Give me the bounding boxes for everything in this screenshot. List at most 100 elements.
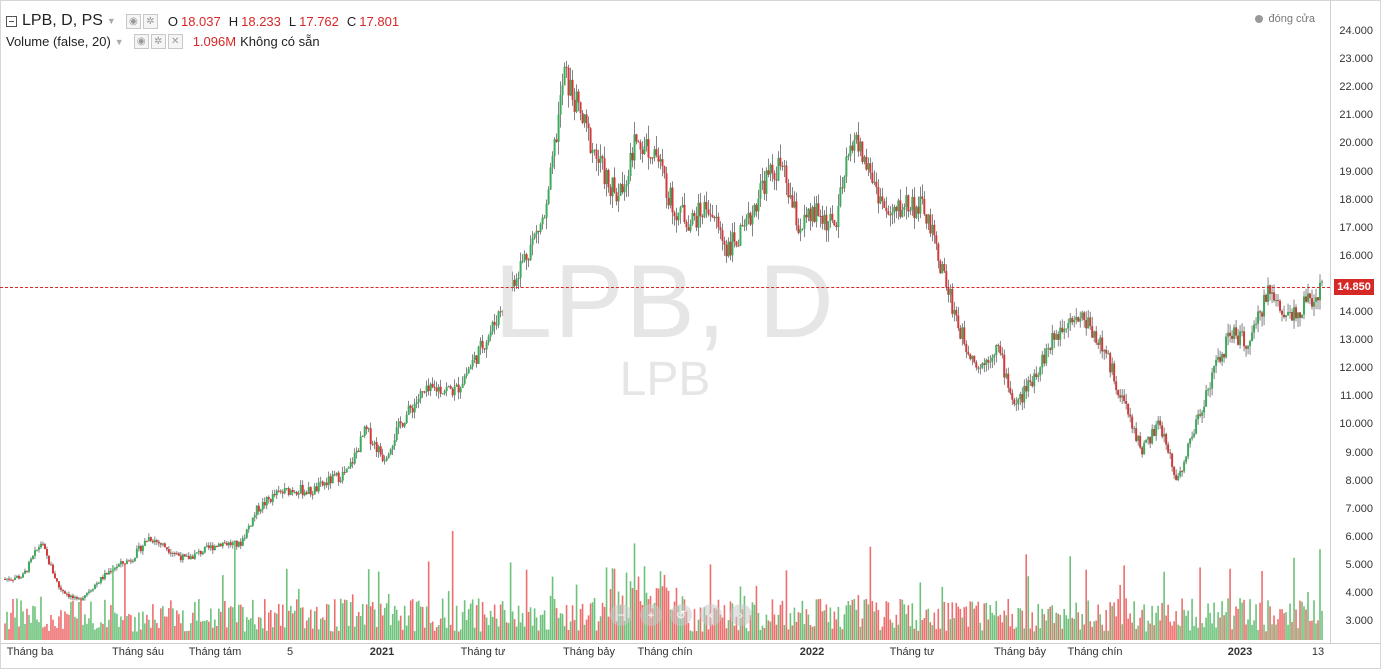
volume-bar [495, 618, 498, 640]
candle-body [361, 435, 364, 437]
volume-bar [1039, 628, 1042, 640]
volume-bar [871, 601, 874, 640]
scroll-right-icon[interactable]: › [730, 604, 752, 626]
chevron-down-icon[interactable]: ▼ [106, 16, 116, 26]
volume-bar [399, 615, 402, 640]
reset-icon[interactable]: ↺ [670, 604, 692, 626]
volume-bar [457, 631, 460, 640]
volume-bar [1025, 554, 1028, 640]
volume-bar [863, 599, 866, 640]
candle-body [653, 149, 656, 158]
volume-bar [154, 619, 156, 640]
volume-bar [887, 602, 890, 640]
candle-body [203, 546, 206, 553]
volume-bar [691, 631, 694, 640]
candle-body [443, 391, 446, 394]
candle-body [807, 208, 810, 218]
scroll-left-icon[interactable]: ‹ [700, 604, 722, 626]
candle-body [425, 385, 428, 392]
candle-body [1039, 367, 1042, 376]
volume-bar [357, 612, 360, 640]
candle-body [857, 134, 860, 152]
volume-bar [607, 616, 610, 640]
gear-icon[interactable]: ✲ [150, 34, 166, 49]
candle-body [1261, 312, 1264, 317]
volume-bar [1299, 600, 1301, 640]
candle-body [451, 388, 454, 396]
volume-bar [1227, 598, 1229, 640]
candle-body [375, 442, 378, 453]
zoom-out-icon[interactable]: − [610, 604, 632, 626]
volume-bar [553, 599, 556, 640]
volume-bar [1289, 603, 1291, 640]
candle-body [325, 482, 328, 486]
candle-body [573, 99, 576, 112]
volume-bar [1205, 617, 1207, 640]
volume-bar [557, 617, 560, 640]
volume-bar [423, 627, 426, 640]
volume-bar [867, 604, 870, 640]
volume-bar [835, 619, 838, 640]
volume-bar [74, 616, 76, 640]
price-axis-line [1330, 0, 1331, 643]
candle-body [337, 472, 340, 482]
volume-bar [333, 599, 336, 640]
gear-icon[interactable]: ✲ [142, 13, 158, 29]
volume-bar [1225, 612, 1227, 640]
volume-bar [1015, 627, 1018, 640]
volume-bar [220, 611, 222, 640]
candle-body [791, 195, 794, 208]
eye-icon[interactable]: ◉ [133, 34, 149, 49]
volume-bar [511, 611, 514, 640]
candle-body [435, 387, 438, 392]
market-status-text: đóng cửa [1268, 13, 1315, 25]
close-icon[interactable]: ✕ [167, 34, 183, 49]
candle-body [649, 157, 652, 159]
candle-body [505, 293, 508, 298]
time-tick-label: 2022 [799, 646, 825, 658]
candle-body [329, 476, 332, 484]
candle-body [1257, 311, 1260, 324]
candle-body [1047, 348, 1050, 350]
candle-body [761, 180, 764, 184]
candle-body [967, 352, 970, 355]
price-chart[interactable] [0, 0, 1330, 643]
volume-bar [172, 608, 174, 640]
candle-body [1201, 412, 1204, 416]
candle-body [1229, 332, 1232, 336]
candle-body [595, 149, 598, 159]
volume-bar [1209, 612, 1211, 640]
eye-icon[interactable]: ◉ [125, 13, 141, 29]
volume-bar [551, 576, 554, 640]
volume-bar [315, 606, 318, 640]
candle-body [413, 403, 416, 413]
candle-body [1091, 326, 1094, 338]
candle-body [1289, 311, 1292, 313]
volume-bar [379, 603, 382, 640]
candle-body [1199, 414, 1202, 416]
volume-study-name[interactable]: Volume (false, 20) [6, 34, 111, 49]
candle-body [785, 165, 788, 184]
ohlc-value: 18.037 [180, 13, 221, 29]
zoom-in-icon[interactable]: + [640, 604, 662, 626]
ohlc-values: O 18.037 H 18.233 L 17.762 C 17.801 [168, 14, 407, 29]
volume-bar [1109, 602, 1111, 640]
candle-body [565, 66, 568, 68]
candle-body [1141, 447, 1144, 455]
collapse-icon[interactable] [6, 15, 17, 27]
chevron-down-icon[interactable]: ▼ [114, 36, 124, 47]
volume-bar [1271, 624, 1273, 640]
candle-body [171, 552, 174, 554]
candle-body [591, 150, 594, 153]
candle-body [503, 293, 506, 312]
candle-body [1101, 337, 1104, 352]
volume-bar [431, 621, 434, 640]
volume-bar [889, 619, 892, 640]
candle-body [95, 583, 98, 585]
volume-bar [659, 571, 662, 640]
candle-body [167, 549, 170, 553]
candle-body [737, 245, 740, 247]
symbol-title[interactable]: LPB, D, PS [22, 12, 103, 29]
candle-body [299, 484, 302, 494]
